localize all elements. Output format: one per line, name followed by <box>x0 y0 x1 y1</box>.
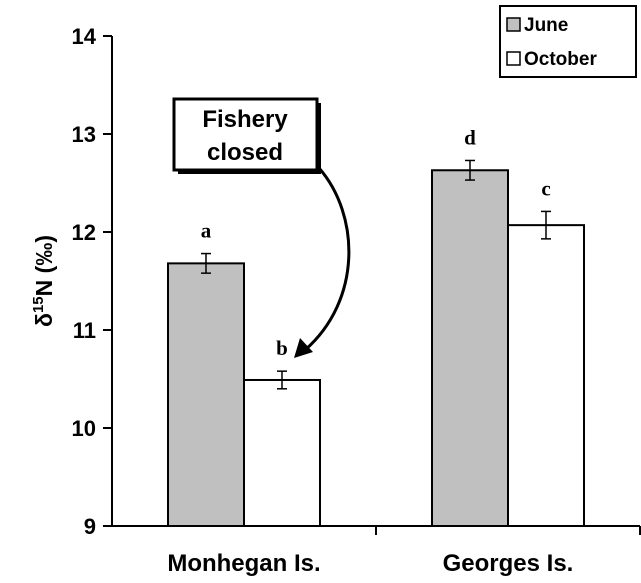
bar-october-2 <box>507 224 585 527</box>
annotation-arrow <box>304 167 351 352</box>
y-tick-label: 11 <box>73 318 96 343</box>
legend-label-june: June <box>524 15 568 36</box>
significance-label: a <box>201 219 212 243</box>
category-label: Monhegan Is. <box>167 550 320 577</box>
significance-label: d <box>464 125 476 149</box>
bar-june-2 <box>431 169 509 527</box>
y-tick-label: 14 <box>72 24 97 49</box>
annotation-box-shadow-side <box>317 103 321 174</box>
annotation-box-shadow <box>178 170 321 174</box>
bar-october-1 <box>243 378 321 528</box>
annotation-line-2: closed <box>207 139 283 166</box>
y-tick-label: 12 <box>72 220 96 245</box>
legend-swatch-june <box>506 17 521 32</box>
y-axis-title: δ15N (‰) <box>30 235 57 327</box>
significance-label: b <box>276 336 288 360</box>
legend-box <box>499 5 637 78</box>
annotation-line-1: Fishery <box>202 106 288 133</box>
legend-swatch-october <box>506 51 521 66</box>
y-tick-label: 13 <box>72 122 96 147</box>
legend: June October <box>499 5 637 78</box>
y-tick-label: 10 <box>72 416 96 441</box>
significance-label: c <box>541 176 550 200</box>
y-tick-label: 9 <box>84 514 96 539</box>
legend-label-october: October <box>524 49 597 70</box>
bar-june-1 <box>167 262 245 527</box>
fishery-closed-annotation: Fishery closed <box>172 97 351 358</box>
category-label: Georges Is. <box>443 550 574 577</box>
annotation-arrowhead <box>294 338 313 358</box>
